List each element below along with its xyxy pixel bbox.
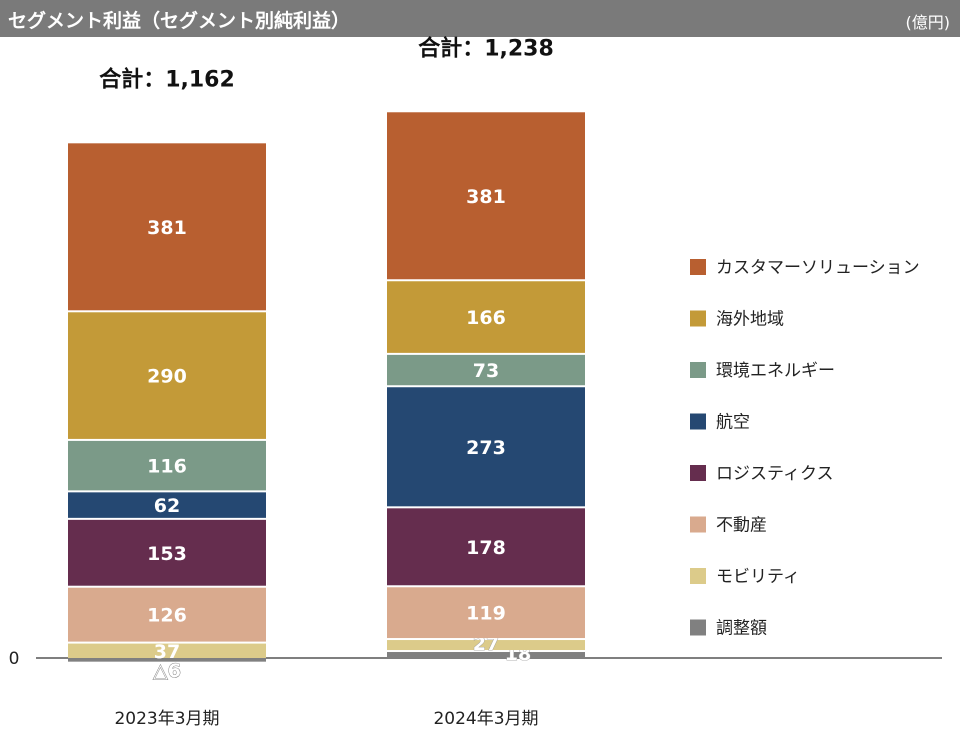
- legend-swatch-2: [690, 362, 706, 378]
- bar-segment-1-5: [387, 354, 585, 386]
- data-label-0-2: 126: [147, 605, 187, 627]
- legend-swatch-5: [690, 516, 706, 533]
- category-label-0: 2023年3月期: [114, 709, 219, 729]
- bar-segment-1-1: [387, 640, 585, 651]
- data-label-0-5: 116: [147, 456, 187, 478]
- legend-swatch-4: [690, 465, 706, 481]
- bar-segment-1-4: [387, 387, 585, 507]
- bar-segment-0-0: [68, 659, 266, 662]
- data-label-1-5: 73: [473, 360, 499, 382]
- data-label-1-7: 381: [466, 186, 506, 208]
- chart-header: セグメント利益（セグメント別純利益） (億円): [0, 0, 960, 37]
- legend-swatch-7: [690, 619, 706, 636]
- legend-label-1: 海外地域: [716, 310, 784, 330]
- bar-segment-0-3: [68, 519, 266, 586]
- total-label-0: 合計：1,162: [99, 66, 235, 92]
- bar-segment-0-6: [68, 312, 266, 439]
- bar-segment-0-4: [68, 492, 266, 518]
- bar-segment-1-3: [387, 508, 585, 586]
- data-label-0-6: 290: [147, 366, 187, 388]
- legend-swatch-6: [690, 568, 706, 584]
- category-label-1: 2024年3月期: [433, 709, 538, 729]
- data-label-1-6: 166: [466, 307, 506, 329]
- bar-segment-1-0: [387, 652, 585, 658]
- data-label-1-4: 273: [466, 437, 506, 459]
- chart-title: セグメント利益（セグメント別純利益）: [8, 10, 351, 32]
- data-label-0-7: 381: [147, 217, 187, 239]
- legend-label-7: 調整額: [716, 619, 767, 639]
- bar-segment-1-7: [387, 112, 585, 280]
- bar-segment-0-1: [68, 643, 266, 658]
- unit-label: (億円): [905, 13, 951, 32]
- data-label-0-0: △6: [153, 660, 181, 682]
- legend-swatch-0: [690, 259, 706, 275]
- bar-segment-1-2: [387, 587, 585, 639]
- bar-segment-0-5: [68, 440, 266, 491]
- legend-label-3: 航空: [716, 413, 750, 433]
- data-label-1-1: 27: [473, 633, 499, 655]
- data-label-0-4: 62: [154, 495, 180, 517]
- legend-label-2: 環境エネルギー: [716, 361, 835, 381]
- data-label-0-3: 153: [147, 543, 187, 565]
- data-label-1-2: 119: [466, 603, 506, 625]
- legend-label-5: 不動産: [716, 516, 767, 536]
- legend-label-6: モビリティ: [716, 567, 800, 587]
- legend-label-0: カスタマーソリューション: [716, 258, 920, 278]
- total-label-1: 合計：1,238: [418, 35, 554, 61]
- bar-segment-1-6: [387, 281, 585, 353]
- y-axis-zero-label: 0: [9, 649, 20, 669]
- legend-label-4: ロジスティクス: [716, 464, 833, 484]
- data-label-1-3: 178: [466, 537, 506, 559]
- bar-segment-0-2: [68, 587, 266, 642]
- legend-swatch-3: [690, 413, 706, 430]
- bar-segment-0-7: [68, 143, 266, 311]
- legend-swatch-1: [690, 310, 706, 327]
- data-label-0-1: 37: [154, 641, 180, 663]
